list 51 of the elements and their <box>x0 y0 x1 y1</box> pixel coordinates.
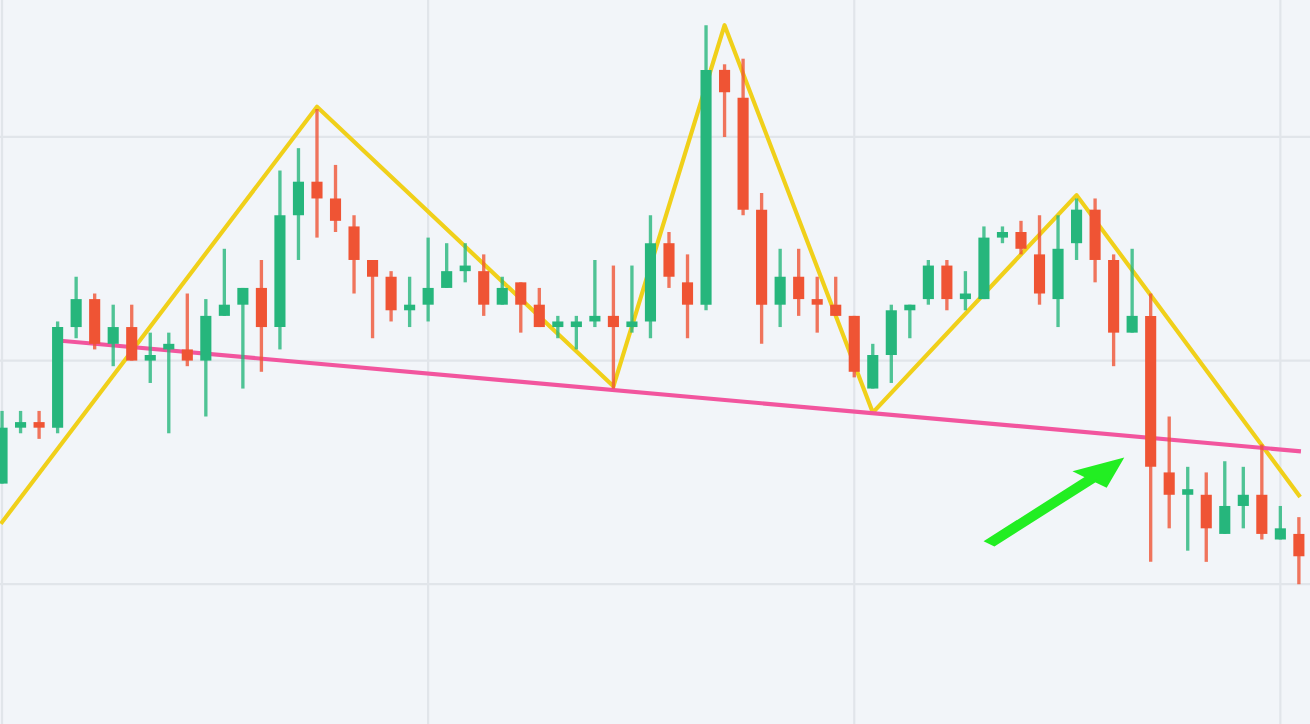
candlestick <box>255 258 267 374</box>
candlestick <box>793 247 805 318</box>
candlestick <box>663 230 675 290</box>
candlestick <box>1274 504 1286 542</box>
candlestick <box>552 314 564 340</box>
candlestick <box>329 163 342 234</box>
candlestick <box>867 342 879 391</box>
candlestick <box>719 62 731 139</box>
candlestick <box>348 213 360 296</box>
candlestick <box>626 263 638 335</box>
candlestick <box>941 258 953 312</box>
candlestick <box>89 291 101 352</box>
candlestick <box>126 303 138 363</box>
candlestick <box>496 275 508 307</box>
candlestick <box>385 269 397 324</box>
candlestick <box>292 146 305 262</box>
candlestick <box>107 303 119 368</box>
candlestick <box>441 241 453 290</box>
candlestick <box>1293 515 1305 586</box>
candlestick <box>33 409 45 441</box>
candlestick <box>367 258 379 340</box>
candlestick <box>200 297 212 419</box>
candlestick <box>144 330 156 385</box>
candlestick <box>1126 247 1138 335</box>
candlestick <box>422 235 434 324</box>
candlestick <box>1200 470 1212 564</box>
candlestick <box>237 286 249 391</box>
candlestick <box>570 314 582 352</box>
candlestick <box>181 291 193 368</box>
candlestick <box>830 275 842 318</box>
candlestick <box>1182 465 1194 553</box>
candlestick <box>607 263 619 391</box>
candlestick <box>311 107 323 240</box>
candlestick <box>1015 219 1027 257</box>
candlestick <box>15 409 27 435</box>
candlestick <box>1237 465 1249 530</box>
candlestick <box>533 286 545 329</box>
candlestick <box>885 303 897 385</box>
candlestick <box>478 252 490 318</box>
candlestick <box>774 247 786 329</box>
candlestick <box>1071 196 1083 262</box>
candlestick <box>218 247 230 318</box>
candlestick <box>922 258 934 307</box>
candlestick <box>1219 459 1231 536</box>
candlestick <box>515 280 527 335</box>
candlestick <box>1163 414 1175 530</box>
candlestick <box>681 252 694 340</box>
candlestick <box>811 275 823 335</box>
candlestick <box>1033 213 1046 307</box>
candlestick <box>1256 442 1268 542</box>
candlestick <box>70 275 82 340</box>
